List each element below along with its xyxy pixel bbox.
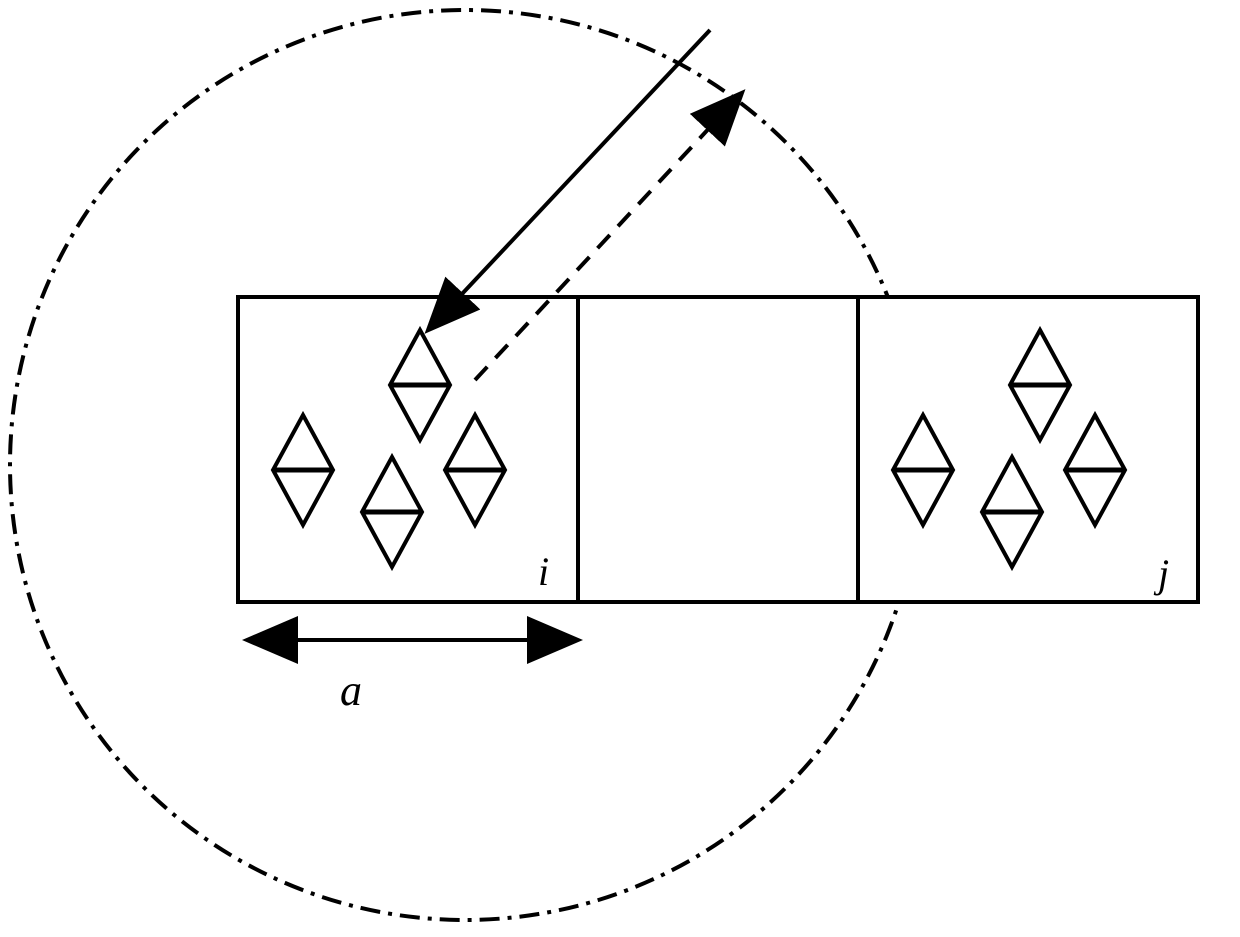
label-j: j bbox=[1158, 550, 1169, 597]
diagram-container: i j a bbox=[0, 0, 1240, 932]
arrow-solid bbox=[430, 30, 710, 328]
label-i: i bbox=[538, 548, 549, 595]
cell-middle bbox=[578, 297, 858, 602]
diagram-svg bbox=[0, 0, 1240, 932]
label-a: a bbox=[340, 665, 362, 716]
